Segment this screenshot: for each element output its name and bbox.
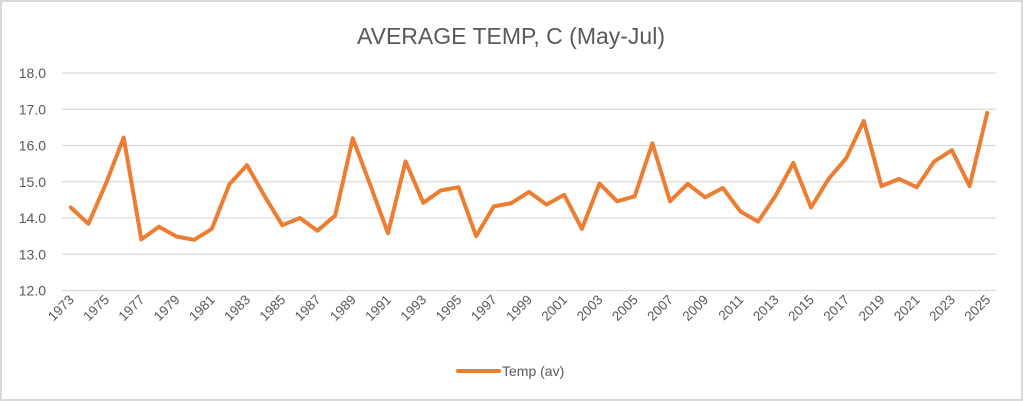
y-tick-label: 13.0 — [19, 246, 46, 262]
x-tick-label: 1987 — [292, 292, 324, 324]
x-tick-label: 1981 — [186, 292, 218, 324]
y-tick-label: 15.0 — [19, 174, 46, 190]
x-tick-label: 2011 — [715, 292, 746, 323]
y-tick-label: 18.0 — [19, 65, 46, 81]
x-tick-label: 2023 — [926, 292, 958, 324]
x-tick-label: 1999 — [503, 292, 535, 324]
x-tick-label: 1993 — [398, 292, 430, 324]
x-tick-label: 2025 — [961, 292, 993, 324]
x-tick-label: 2005 — [609, 292, 641, 324]
chart-title: AVERAGE TEMP, C (May-Jul) — [357, 23, 665, 49]
x-tick-label: 1973 — [45, 292, 77, 324]
x-tick-label: 2015 — [785, 292, 817, 324]
x-tick-label: 1983 — [221, 292, 253, 324]
y-tick-label: 14.0 — [19, 210, 46, 226]
x-tick-label: 1991 — [362, 292, 394, 324]
series-layer — [68, 110, 990, 242]
legend-label-temp: Temp (av) — [502, 363, 564, 379]
x-tick-label: 1995 — [433, 292, 465, 324]
legend[interactable]: Temp (av) — [456, 363, 564, 379]
x-tick-label: 1977 — [116, 292, 148, 324]
y-tick-label: 17.0 — [19, 101, 46, 117]
gridlines — [62, 72, 996, 292]
x-tick-label: 2021 — [891, 292, 923, 324]
x-tick-label: 1979 — [151, 292, 183, 324]
x-tick-label: 2009 — [679, 292, 711, 324]
x-tick-label: 2003 — [574, 292, 606, 324]
x-tick-label: 1997 — [468, 292, 500, 324]
x-tick-label: 2013 — [750, 292, 782, 324]
x-tick-label: 2001 — [539, 292, 571, 324]
x-axis-tick-labels: 1973 1975 1977 1979 1981 1983 1985 1987 1989 1991… — [45, 292, 993, 324]
y-tick-label: 12.0 — [19, 283, 46, 299]
y-axis-tick-labels: 12.0 13.0 14.0 15.0 16.0 17.0 18.0 — [19, 65, 46, 299]
x-tick-label: 2019 — [856, 292, 888, 324]
y-tick-label: 16.0 — [19, 138, 46, 154]
series-line-temp-av — [68, 110, 990, 242]
x-tick-label: 1989 — [327, 292, 359, 324]
x-tick-label: 1975 — [80, 292, 112, 324]
x-tick-label: 2017 — [820, 292, 852, 324]
x-tick-label: 2007 — [644, 292, 676, 324]
x-tick-label: 1985 — [257, 292, 289, 324]
